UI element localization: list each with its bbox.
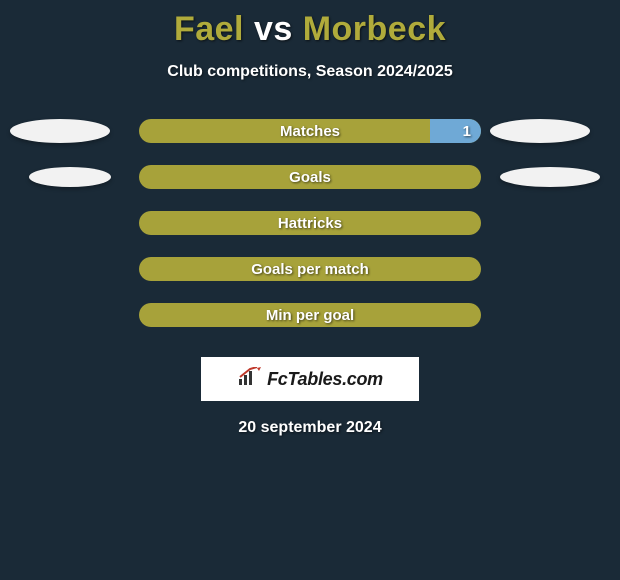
metric-pill: Hattricks <box>139 211 481 235</box>
logo-text: FcTables.com <box>267 369 383 390</box>
date-label: 20 september 2024 <box>0 419 620 437</box>
highlight-ellipse <box>500 167 600 187</box>
chart-container: Fael vs Morbeck Club competitions, Seaso… <box>0 0 620 437</box>
metric-label: Min per goal <box>139 303 481 327</box>
metric-pill: Goals <box>139 165 481 189</box>
metric-pill: Goals per match <box>139 257 481 281</box>
metric-row: Hattricks <box>0 211 620 235</box>
highlight-ellipse <box>10 119 110 143</box>
metric-row: Goals <box>0 165 620 189</box>
logo-box[interactable]: FcTables.com <box>201 357 419 401</box>
title-player1: Fael <box>174 10 244 48</box>
metric-label: Goals <box>139 165 481 189</box>
metric-pill: Min per goal <box>139 303 481 327</box>
metric-row: Min per goal <box>0 303 620 327</box>
metric-row: Matches1 <box>0 119 620 143</box>
title-player2: Morbeck <box>303 10 446 48</box>
page-title: Fael vs Morbeck <box>0 10 620 49</box>
highlight-ellipse <box>29 167 111 187</box>
metric-label: Hattricks <box>139 211 481 235</box>
metric-rows: Matches1 Goals Hattricks Goals per match Min… <box>0 119 620 327</box>
highlight-ellipse <box>490 119 590 143</box>
metric-label: Matches <box>139 119 481 143</box>
title-vs: vs <box>254 10 293 48</box>
metric-pill: Matches1 <box>139 119 481 143</box>
metric-row: Goals per match <box>0 257 620 281</box>
metric-label: Goals per match <box>139 257 481 281</box>
chart-icon <box>237 367 263 392</box>
subtitle: Club competitions, Season 2024/2025 <box>0 63 620 81</box>
metric-right-value: 1 <box>463 119 471 143</box>
